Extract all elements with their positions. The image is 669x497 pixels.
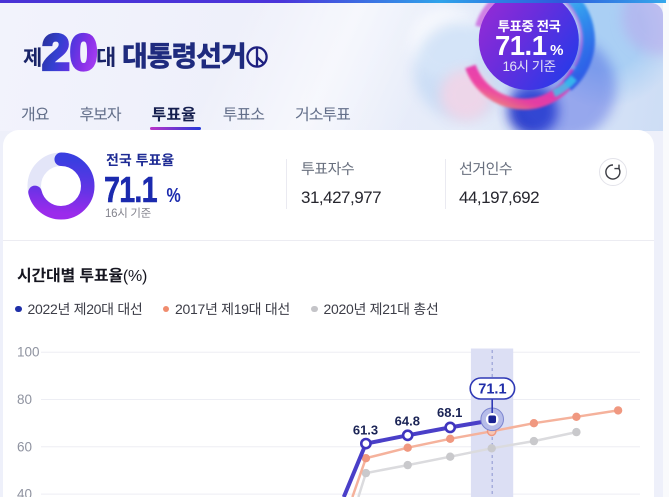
svg-text:20: 20 bbox=[42, 32, 98, 78]
